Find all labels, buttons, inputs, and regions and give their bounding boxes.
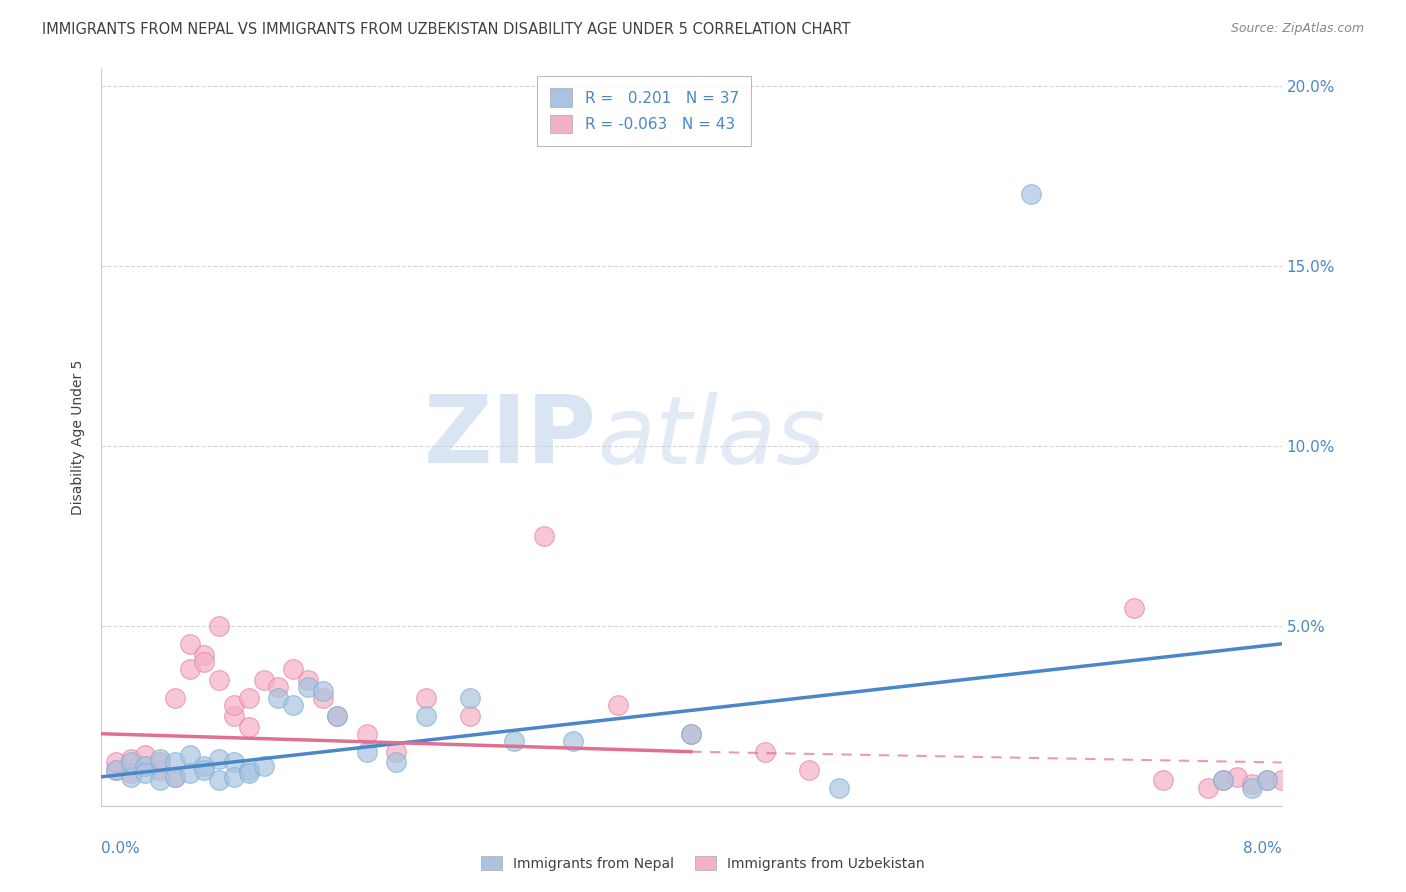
Point xyxy=(681,727,703,741)
Point xyxy=(252,759,274,773)
Text: atlas: atlas xyxy=(598,392,825,483)
Point xyxy=(208,673,231,687)
Point xyxy=(1123,600,1146,615)
Point xyxy=(326,708,349,723)
Point xyxy=(1256,773,1278,788)
Point xyxy=(281,698,304,712)
Point xyxy=(326,708,349,723)
Point xyxy=(297,673,319,687)
Point xyxy=(163,770,186,784)
Point xyxy=(222,756,245,770)
Text: Source: ZipAtlas.com: Source: ZipAtlas.com xyxy=(1230,22,1364,36)
Point xyxy=(533,529,555,543)
Point xyxy=(104,763,127,777)
Point xyxy=(208,752,231,766)
Point xyxy=(179,766,201,780)
Point xyxy=(267,690,290,705)
Point xyxy=(1256,773,1278,788)
Point xyxy=(208,619,231,633)
Text: IMMIGRANTS FROM NEPAL VS IMMIGRANTS FROM UZBEKISTAN DISABILITY AGE UNDER 5 CORRE: IMMIGRANTS FROM NEPAL VS IMMIGRANTS FROM… xyxy=(42,22,851,37)
Point xyxy=(163,690,186,705)
Point xyxy=(311,683,333,698)
Point xyxy=(193,655,215,669)
Point xyxy=(267,680,290,694)
Point xyxy=(311,690,333,705)
Point xyxy=(163,756,186,770)
Point xyxy=(179,637,201,651)
Point xyxy=(297,680,319,694)
Point xyxy=(238,766,260,780)
Point xyxy=(222,770,245,784)
Point xyxy=(149,763,172,777)
Point xyxy=(415,690,437,705)
Text: ZIP: ZIP xyxy=(425,391,598,483)
Point xyxy=(606,698,628,712)
Point xyxy=(1270,773,1292,788)
Point xyxy=(179,748,201,763)
Point xyxy=(1211,773,1233,788)
Point xyxy=(193,759,215,773)
Point xyxy=(120,756,142,770)
Point xyxy=(356,727,378,741)
Point xyxy=(222,708,245,723)
Point xyxy=(238,690,260,705)
Point xyxy=(828,780,851,795)
Point xyxy=(1153,773,1175,788)
Point xyxy=(681,727,703,741)
Point xyxy=(222,698,245,712)
Point xyxy=(754,745,776,759)
Point xyxy=(799,763,821,777)
Point xyxy=(252,673,274,687)
Point xyxy=(458,708,481,723)
Point xyxy=(238,720,260,734)
Point xyxy=(1240,780,1263,795)
Legend: R =   0.201   N = 37, R = -0.063   N = 43: R = 0.201 N = 37, R = -0.063 N = 43 xyxy=(537,76,751,145)
Point xyxy=(163,770,186,784)
Point xyxy=(238,763,260,777)
Point xyxy=(1019,187,1042,202)
Point xyxy=(134,748,156,763)
Point xyxy=(104,763,127,777)
Point xyxy=(1211,773,1233,788)
Point xyxy=(1226,770,1249,784)
Point xyxy=(179,662,201,676)
Y-axis label: Disability Age Under 5: Disability Age Under 5 xyxy=(72,359,86,515)
Point xyxy=(562,734,585,748)
Point xyxy=(134,759,156,773)
Point xyxy=(120,766,142,780)
Point xyxy=(149,752,172,766)
Point xyxy=(356,745,378,759)
Point xyxy=(120,752,142,766)
Point xyxy=(281,662,304,676)
Point xyxy=(208,773,231,788)
Point xyxy=(193,648,215,662)
Point xyxy=(1197,780,1219,795)
Point xyxy=(104,756,127,770)
Point xyxy=(385,745,408,759)
Text: 0.0%: 0.0% xyxy=(101,841,141,856)
Point xyxy=(1240,777,1263,791)
Point xyxy=(149,756,172,770)
Point xyxy=(503,734,526,748)
Point xyxy=(134,759,156,773)
Point xyxy=(385,756,408,770)
Legend: Immigrants from Nepal, Immigrants from Uzbekistan: Immigrants from Nepal, Immigrants from U… xyxy=(475,850,931,876)
Point xyxy=(458,690,481,705)
Text: 8.0%: 8.0% xyxy=(1243,841,1281,856)
Point xyxy=(193,763,215,777)
Point xyxy=(415,708,437,723)
Point xyxy=(120,770,142,784)
Point xyxy=(149,773,172,788)
Point xyxy=(134,766,156,780)
